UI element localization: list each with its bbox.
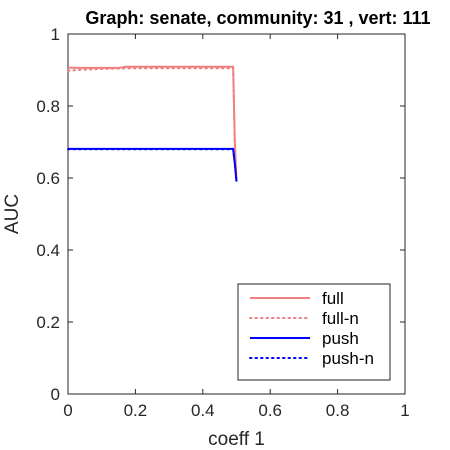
legend-label: full xyxy=(322,289,344,308)
y-tick-label: 0.4 xyxy=(36,241,60,260)
x-tick-label: 1 xyxy=(400,401,409,420)
legend-label: full-n xyxy=(322,309,359,328)
y-tick-label: 0 xyxy=(51,385,60,404)
series-line-full-n xyxy=(67,67,238,183)
legend-label: push-n xyxy=(322,349,374,368)
x-tick-label: 0.8 xyxy=(326,401,350,420)
y-tick-label: 0.8 xyxy=(36,97,60,116)
y-axis-label: AUC xyxy=(2,194,23,234)
legend-label: push xyxy=(322,329,359,348)
x-tick-label: 0 xyxy=(63,401,72,420)
x-axis-label: coeff 1 xyxy=(208,429,265,450)
series-line-push-n xyxy=(67,148,238,183)
x-tick-label: 0.4 xyxy=(191,401,215,420)
y-tick-label: 1 xyxy=(51,25,60,44)
y-tick-label: 0.2 xyxy=(36,313,60,332)
legend-box xyxy=(237,283,391,381)
y-tick-label: 0.6 xyxy=(36,169,60,188)
series-line-full xyxy=(67,65,238,182)
x-tick-label: 0.2 xyxy=(124,401,148,420)
chart-title: Graph: senate, community: 31 , vert: 111 xyxy=(85,8,430,28)
x-tick-label: 0.6 xyxy=(258,401,282,420)
